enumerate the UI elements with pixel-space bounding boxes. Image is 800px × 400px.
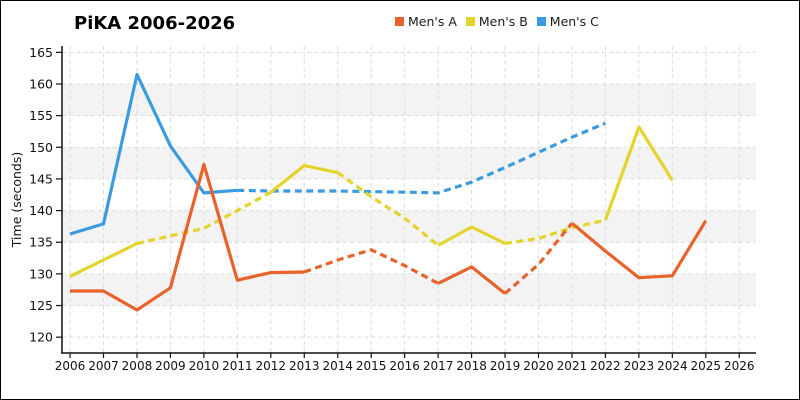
y-tick-label: 160 bbox=[29, 76, 53, 91]
legend: Men's A Men's B Men's C bbox=[395, 14, 599, 29]
legend-swatch-mens-b-icon bbox=[465, 17, 475, 26]
plot-band bbox=[62, 210, 756, 243]
x-tick-label: 2011 bbox=[222, 359, 253, 373]
series-line-men-s-c bbox=[69, 72, 238, 236]
plot-band bbox=[62, 83, 756, 116]
y-tick-label: 120 bbox=[29, 330, 53, 345]
x-tick-label: 2008 bbox=[122, 359, 153, 373]
plot-band bbox=[62, 147, 756, 179]
legend-label-mens-a: Men's A bbox=[408, 14, 457, 29]
x-tick-label: 2012 bbox=[256, 359, 287, 373]
series-line-men-s-c bbox=[237, 121, 607, 195]
legend-swatch-mens-c-icon bbox=[536, 17, 546, 26]
x-tick-label: 2024 bbox=[657, 359, 688, 373]
legend-swatch-mens-a-icon bbox=[395, 17, 404, 26]
x-tick-label: 2010 bbox=[189, 359, 220, 373]
x-tick-label: 2013 bbox=[289, 359, 320, 373]
x-tick-label: 2007 bbox=[88, 359, 119, 373]
series-line-men-s-b bbox=[603, 125, 674, 221]
x-tick-label: 2017 bbox=[423, 359, 454, 373]
legend-item-mens-b: Men's B bbox=[465, 14, 528, 29]
series-line-men-s-b bbox=[269, 164, 339, 194]
series-line-men-s-b bbox=[504, 218, 606, 246]
x-tick-label: 2015 bbox=[356, 359, 387, 373]
series-line-men-s-a bbox=[437, 265, 506, 295]
series-line-men-s-a bbox=[70, 162, 305, 312]
legend-label-mens-c: Men's C bbox=[549, 14, 599, 29]
series-line-men-s-b bbox=[336, 171, 440, 247]
x-tick-label: 2022 bbox=[590, 359, 621, 373]
x-tick-label: 2018 bbox=[456, 359, 487, 373]
y-tick-label: 165 bbox=[29, 45, 53, 60]
x-tick-label: 2020 bbox=[523, 359, 554, 373]
legend-item-mens-a: Men's A bbox=[395, 14, 457, 29]
series-line-men-s-a bbox=[303, 248, 439, 285]
x-tick-label: 2014 bbox=[322, 359, 353, 373]
series-line-men-s-b bbox=[69, 242, 138, 278]
chart-title: PiKA 2006-2026 bbox=[74, 13, 236, 34]
y-axis-title: Time (seconds) bbox=[9, 152, 24, 248]
series-line-men-s-b bbox=[136, 190, 272, 246]
legend-label-mens-b: Men's B bbox=[478, 14, 528, 29]
y-tick-label: 155 bbox=[29, 108, 53, 123]
x-tick-label: 2021 bbox=[557, 359, 588, 373]
series-line-men-s-b bbox=[437, 225, 506, 247]
x-tick-label: 2019 bbox=[490, 359, 521, 373]
x-tick-label: 2006 bbox=[55, 359, 86, 373]
y-tick-label: 125 bbox=[29, 298, 53, 313]
y-tick-label: 145 bbox=[29, 171, 53, 186]
x-tick-label: 2016 bbox=[389, 359, 420, 373]
x-tick-label: 2023 bbox=[624, 359, 655, 373]
y-tick-label: 135 bbox=[29, 235, 53, 250]
legend-item-mens-c: Men's C bbox=[536, 14, 599, 29]
x-tick-label: 2009 bbox=[155, 359, 186, 373]
series-line-men-s-a bbox=[503, 222, 574, 295]
y-tick-label: 140 bbox=[29, 203, 53, 218]
y-tick-label: 150 bbox=[29, 140, 53, 155]
series-line-men-s-a bbox=[570, 219, 708, 280]
x-tick-label: 2026 bbox=[724, 359, 755, 373]
y-tick-label: 130 bbox=[29, 266, 53, 281]
x-tick-label: 2025 bbox=[691, 359, 722, 373]
